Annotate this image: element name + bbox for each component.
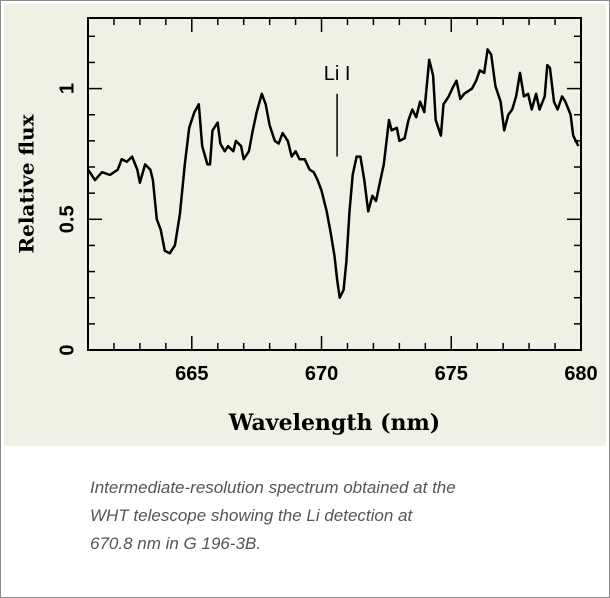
spectrum-line	[86, 48, 580, 299]
annotation-text: Li I	[324, 63, 351, 85]
caption-line: 670.8 nm in G 196-3B.	[90, 534, 262, 553]
y-tick-label: 0	[56, 344, 78, 355]
y-axis-label: Relative flux	[15, 113, 39, 253]
chart: 665 670 675 680 0 0.5 1 Wavelength (nm) Relative…	[4, 4, 606, 446]
y-tick-label: 1	[56, 83, 78, 94]
chart-background	[4, 4, 606, 446]
x-tick-label: 665	[175, 363, 208, 385]
caption: Intermediate-resolution spectrum obtaine…	[90, 474, 456, 558]
caption-line: Intermediate-resolution spectrum obtaine…	[90, 478, 456, 497]
x-axis-label: Wavelength (nm)	[228, 410, 440, 436]
x-tick-label: 675	[435, 363, 468, 385]
x-tick-label: 680	[564, 363, 597, 385]
plot-frame	[87, 17, 582, 351]
x-tick-label: 670	[305, 363, 338, 385]
y-tick-label: 0.5	[56, 205, 78, 233]
caption-line: WHT telescope showing the Li detection a…	[90, 506, 413, 525]
